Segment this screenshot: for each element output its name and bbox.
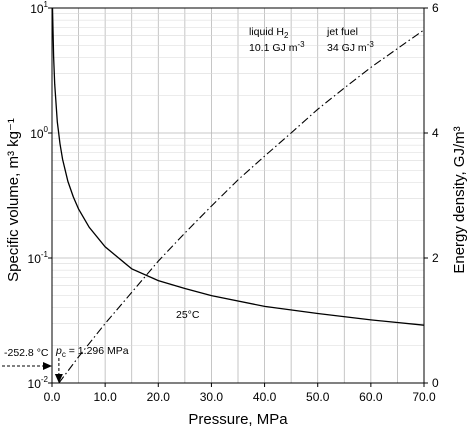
right-tick-labels: 0 2 4 6 <box>424 1 439 390</box>
right-tick-label: 0 <box>432 376 439 390</box>
x-tick-labels: 0.0 10.0 20.0 30.0 40.0 50.0 60.0 70.0 <box>44 383 436 404</box>
right-tick-label: 4 <box>432 126 439 140</box>
temperature-marker-label: -252.8 °C <box>4 347 49 359</box>
jet-fuel-label: jet fuel <box>326 26 358 38</box>
right-tick-label: 6 <box>432 1 439 15</box>
x-tick-label: 20.0 <box>147 390 171 404</box>
critical-pressure-arrowhead <box>54 374 63 383</box>
right-tick-label: 2 <box>432 251 439 265</box>
left-tick-label: 101 <box>30 0 48 16</box>
critical-pressure-label: pc = 1.296 MPa <box>55 345 129 359</box>
x-tick-label: 50.0 <box>306 390 330 404</box>
left-tick-labels: 10-2 10-1 100 101 <box>28 0 52 391</box>
temperature-marker-arrowhead <box>43 362 52 370</box>
x-tick-label: 70.0 <box>412 390 436 404</box>
x-tick-label: 10.0 <box>93 390 117 404</box>
specific-volume-curve <box>51 7 425 326</box>
grid <box>52 8 424 383</box>
plot-frame <box>51 7 425 384</box>
left-tick-label: 10-1 <box>28 250 49 266</box>
left-tick-label: 100 <box>30 125 48 141</box>
jet-fuel-value: 34 GJ m-3 <box>327 40 374 54</box>
liquid-h2-label: liquid H2 <box>249 26 289 40</box>
left-tick-label: 10-2 <box>28 375 49 391</box>
x-axis-label: Pressure, MPa <box>188 411 288 428</box>
liquid-h2-value: 10.1 GJ m-3 <box>249 40 305 54</box>
series-label-25c: 25°C <box>176 309 200 321</box>
x-tick-label: 0.0 <box>44 390 61 404</box>
energy-density-curve <box>58 29 425 384</box>
right-axis-label: Energy density, GJ/m³ <box>451 126 468 273</box>
x-tick-label: 30.0 <box>200 390 224 404</box>
x-tick-label: 40.0 <box>253 390 277 404</box>
x-tick-label: 60.0 <box>359 390 383 404</box>
left-axis-label: Specific volume, m³ kg⁻¹ <box>5 118 22 282</box>
